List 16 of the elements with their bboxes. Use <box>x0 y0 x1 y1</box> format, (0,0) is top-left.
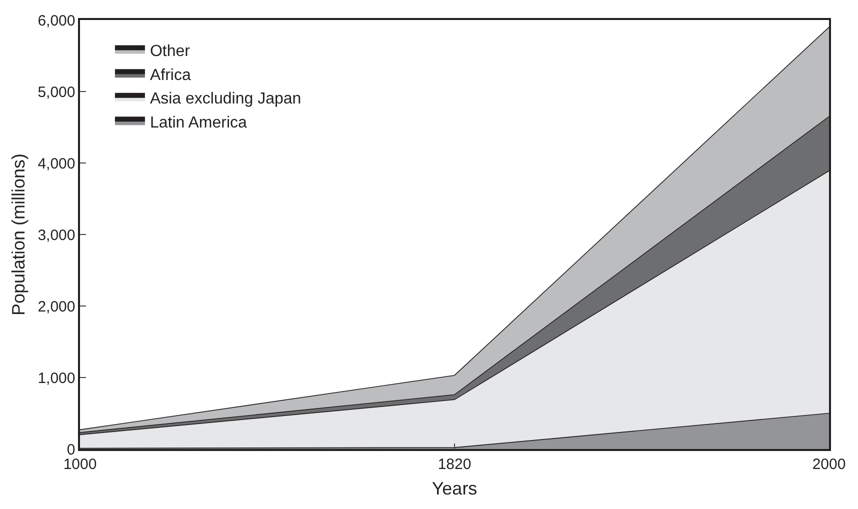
x-tick-label: 2000 <box>812 456 846 473</box>
y-tick-label: 1,000 <box>38 370 76 387</box>
x-tick-label: 1000 <box>63 456 97 473</box>
legend-label: Latin America <box>150 114 247 132</box>
y-tick-label: 6,000 <box>38 12 76 30</box>
y-axis-title: Population (millions) <box>8 153 28 316</box>
legend-label: Africa <box>150 66 191 84</box>
legend-label: Asia excluding Japan <box>150 90 302 108</box>
x-axis-title: Years <box>432 478 478 498</box>
y-tick-label: 2,000 <box>38 298 76 316</box>
y-tick-label: 4,000 <box>38 155 76 172</box>
y-tick-label: 0 <box>66 441 76 458</box>
y-tick-label: 3,000 <box>38 226 76 244</box>
legend-label: Other <box>150 43 191 60</box>
x-tick-label: 1820 <box>438 456 472 473</box>
y-tick-label: 5,000 <box>38 84 76 101</box>
